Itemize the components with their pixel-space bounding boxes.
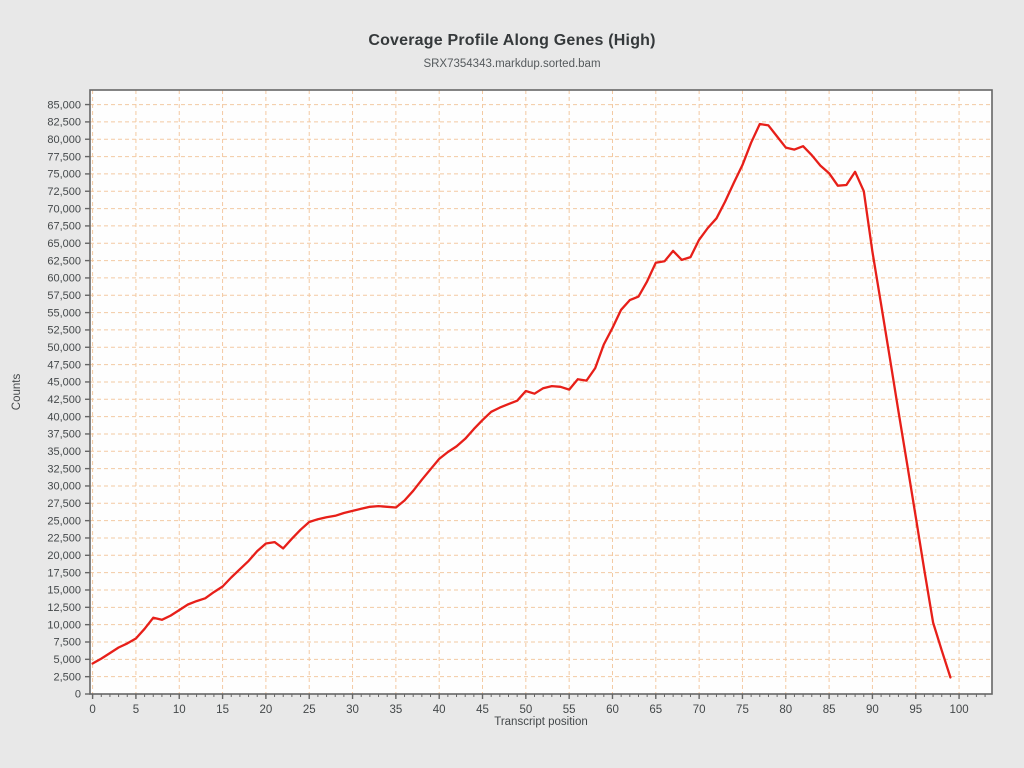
y-tick-label: 7,500 (53, 637, 81, 649)
chart-subtitle: SRX7354343.markdup.sorted.bam (423, 58, 601, 70)
y-tick-label: 50,000 (47, 342, 81, 354)
x-tick-label: 50 (519, 704, 532, 716)
x-tick-label: 75 (736, 704, 749, 716)
y-tick-label: 80,000 (47, 134, 81, 146)
chart-title: Coverage Profile Along Genes (High) (368, 32, 656, 49)
plot-area (90, 90, 992, 694)
y-tick-label: 77,500 (47, 151, 81, 163)
y-tick-label: 17,500 (47, 567, 81, 579)
y-tick-label: 85,000 (47, 99, 81, 111)
x-tick-label: 5 (133, 704, 139, 716)
y-tick-label: 72,500 (47, 186, 81, 198)
x-tick-label: 40 (433, 704, 446, 716)
y-tick-label: 15,000 (47, 585, 81, 597)
x-tick-label: 30 (346, 704, 359, 716)
x-tick-label: 55 (563, 704, 576, 716)
x-tick-label: 35 (389, 704, 402, 716)
y-tick-label: 12,500 (47, 602, 81, 614)
y-tick-label: 65,000 (47, 238, 81, 250)
y-tick-label: 47,500 (47, 359, 81, 371)
y-tick-label: 35,000 (47, 446, 81, 458)
x-tick-label: 60 (606, 704, 619, 716)
x-tick-label: 90 (866, 704, 879, 716)
y-tick-label: 10,000 (47, 619, 81, 631)
y-tick-label: 62,500 (47, 255, 81, 267)
y-tick-label: 0 (75, 689, 81, 701)
y-tick-label: 60,000 (47, 273, 81, 285)
x-tick-label: 0 (89, 704, 95, 716)
y-tick-label: 25,000 (47, 515, 81, 527)
x-tick-label: 45 (476, 704, 489, 716)
x-tick-label: 100 (949, 704, 968, 716)
y-tick-label: 67,500 (47, 221, 81, 233)
y-tick-label: 27,500 (47, 498, 81, 510)
y-tick-label: 42,500 (47, 394, 81, 406)
x-tick-label: 85 (823, 704, 836, 716)
y-tick-label: 30,000 (47, 481, 81, 493)
y-tick-label: 45,000 (47, 377, 81, 389)
x-tick-label: 25 (303, 704, 316, 716)
plot-border (89, 89, 993, 695)
y-tick-label: 70,000 (47, 203, 81, 215)
y-tick-label: 32,500 (47, 463, 81, 475)
y-tick-label: 75,000 (47, 169, 81, 181)
x-tick-label: 70 (693, 704, 706, 716)
x-tick-label: 10 (173, 704, 186, 716)
y-tick-label: 2,500 (53, 671, 81, 683)
y-tick-label: 37,500 (47, 429, 81, 441)
y-tick-label: 20,000 (47, 550, 81, 562)
y-tick-label: 5,000 (53, 654, 81, 666)
x-tick-label: 95 (909, 704, 922, 716)
x-tick-label: 20 (259, 704, 272, 716)
y-tick-label: 52,500 (47, 325, 81, 337)
y-tick-label: 22,500 (47, 533, 81, 545)
coverage-series-line (91, 122, 952, 679)
y-tick-label: 82,500 (47, 117, 81, 129)
x-axis-title: Transcript position (494, 716, 588, 728)
y-tick-label: 57,500 (47, 290, 81, 302)
y-tick-label: 55,000 (47, 307, 81, 319)
x-tick-label: 65 (649, 704, 662, 716)
x-tick-label: 80 (779, 704, 792, 716)
y-tick-label: 40,000 (47, 411, 81, 423)
x-tick-label: 15 (216, 704, 229, 716)
